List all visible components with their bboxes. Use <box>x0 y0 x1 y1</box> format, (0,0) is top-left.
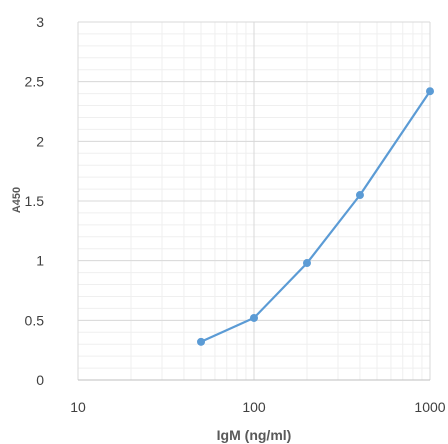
y-tick-label: 1 <box>36 253 44 269</box>
y-tick-label: 0 <box>36 372 44 388</box>
series-group <box>197 87 434 346</box>
y-axis-title: A450 <box>11 187 23 213</box>
data-point <box>302 259 311 268</box>
series-line <box>199 90 432 343</box>
x-tick-label: 1000 <box>414 399 445 415</box>
y-tick-label: 3 <box>36 14 44 30</box>
y-tick-label: 2 <box>36 133 44 149</box>
x-axis-title: IgM (ng/ml) <box>217 427 292 443</box>
data-point <box>355 191 364 200</box>
x-tick-label: 10 <box>70 399 86 415</box>
x-tick-labels: 10 100 1000 <box>70 399 446 415</box>
data-point <box>197 337 206 346</box>
data-point <box>250 313 258 322</box>
y-tick-labels: 0 0.5 1 1.5 2 2.5 3 <box>25 14 45 388</box>
x-tick-label: 100 <box>242 399 266 415</box>
data-point <box>426 87 434 96</box>
y-tick-label: 0.5 <box>25 312 45 328</box>
y-tick-label: 1.5 <box>25 193 45 209</box>
y-tick-label: 2.5 <box>25 74 45 90</box>
grid <box>77 21 431 381</box>
